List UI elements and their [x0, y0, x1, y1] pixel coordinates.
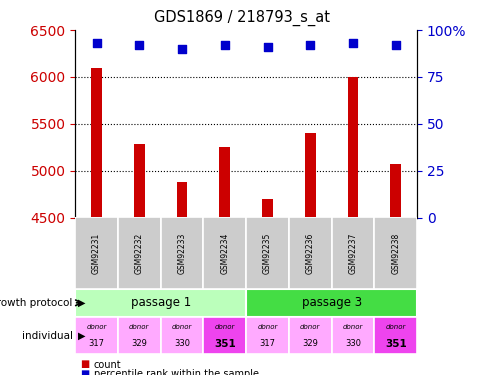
Text: count: count	[93, 360, 121, 369]
Bar	[262, 199, 272, 217]
Bar	[245, 289, 416, 317]
Bar	[75, 217, 118, 289]
Text: 330: 330	[174, 339, 190, 348]
Text: individual: individual	[22, 331, 73, 340]
Text: 351: 351	[384, 339, 406, 349]
Bar	[160, 317, 203, 354]
Text: GSM92233: GSM92233	[177, 232, 186, 274]
Point	[135, 42, 143, 48]
Text: 317: 317	[259, 339, 275, 348]
Bar	[75, 317, 118, 354]
Bar	[374, 317, 416, 354]
Text: GSM92235: GSM92235	[262, 232, 272, 274]
Text: passage 3: passage 3	[301, 296, 361, 309]
Text: donor: donor	[129, 324, 149, 330]
Bar	[347, 77, 358, 218]
Text: GSM92231: GSM92231	[92, 232, 101, 274]
Bar	[203, 217, 245, 289]
Text: 329: 329	[302, 339, 318, 348]
Text: 330: 330	[344, 339, 360, 348]
Point	[92, 40, 100, 46]
Point	[306, 42, 314, 48]
Text: ▶: ▶	[77, 298, 85, 308]
Bar	[304, 133, 315, 218]
Text: ■: ■	[80, 360, 89, 369]
Bar	[219, 147, 229, 218]
Bar	[91, 68, 102, 218]
Bar	[134, 144, 144, 218]
Bar	[203, 317, 245, 354]
Text: GSM92232: GSM92232	[135, 232, 143, 274]
Text: 329: 329	[131, 339, 147, 348]
Bar	[288, 317, 331, 354]
Text: passage 1: passage 1	[130, 296, 190, 309]
Point	[263, 44, 271, 50]
Point	[391, 42, 399, 48]
Bar	[118, 317, 160, 354]
Text: donor: donor	[86, 324, 106, 330]
Bar	[245, 217, 288, 289]
Text: ▶: ▶	[77, 331, 85, 340]
Text: growth protocol: growth protocol	[0, 298, 73, 308]
Text: donor: donor	[214, 324, 234, 330]
Text: percentile rank within the sample: percentile rank within the sample	[93, 369, 258, 375]
Bar	[118, 217, 160, 289]
Bar	[160, 217, 203, 289]
Bar	[288, 217, 331, 289]
Bar	[331, 317, 374, 354]
Text: GSM92237: GSM92237	[348, 232, 357, 274]
Text: 317: 317	[89, 339, 105, 348]
Bar	[245, 317, 288, 354]
Text: donor: donor	[300, 324, 320, 330]
Text: 351: 351	[213, 339, 235, 349]
Bar	[75, 289, 245, 317]
Text: donor: donor	[171, 324, 192, 330]
Point	[178, 46, 185, 52]
Text: donor: donor	[385, 324, 405, 330]
Point	[348, 40, 356, 46]
Text: GSM92238: GSM92238	[391, 232, 399, 274]
Bar	[176, 182, 187, 218]
Text: donor: donor	[257, 324, 277, 330]
Text: GDS1869 / 218793_s_at: GDS1869 / 218793_s_at	[154, 9, 330, 26]
Text: donor: donor	[342, 324, 363, 330]
Bar	[374, 217, 416, 289]
Text: GSM92236: GSM92236	[305, 232, 314, 274]
Text: GSM92234: GSM92234	[220, 232, 229, 274]
Bar	[390, 164, 400, 218]
Text: ■: ■	[80, 369, 89, 375]
Bar	[331, 217, 374, 289]
Point	[220, 42, 228, 48]
